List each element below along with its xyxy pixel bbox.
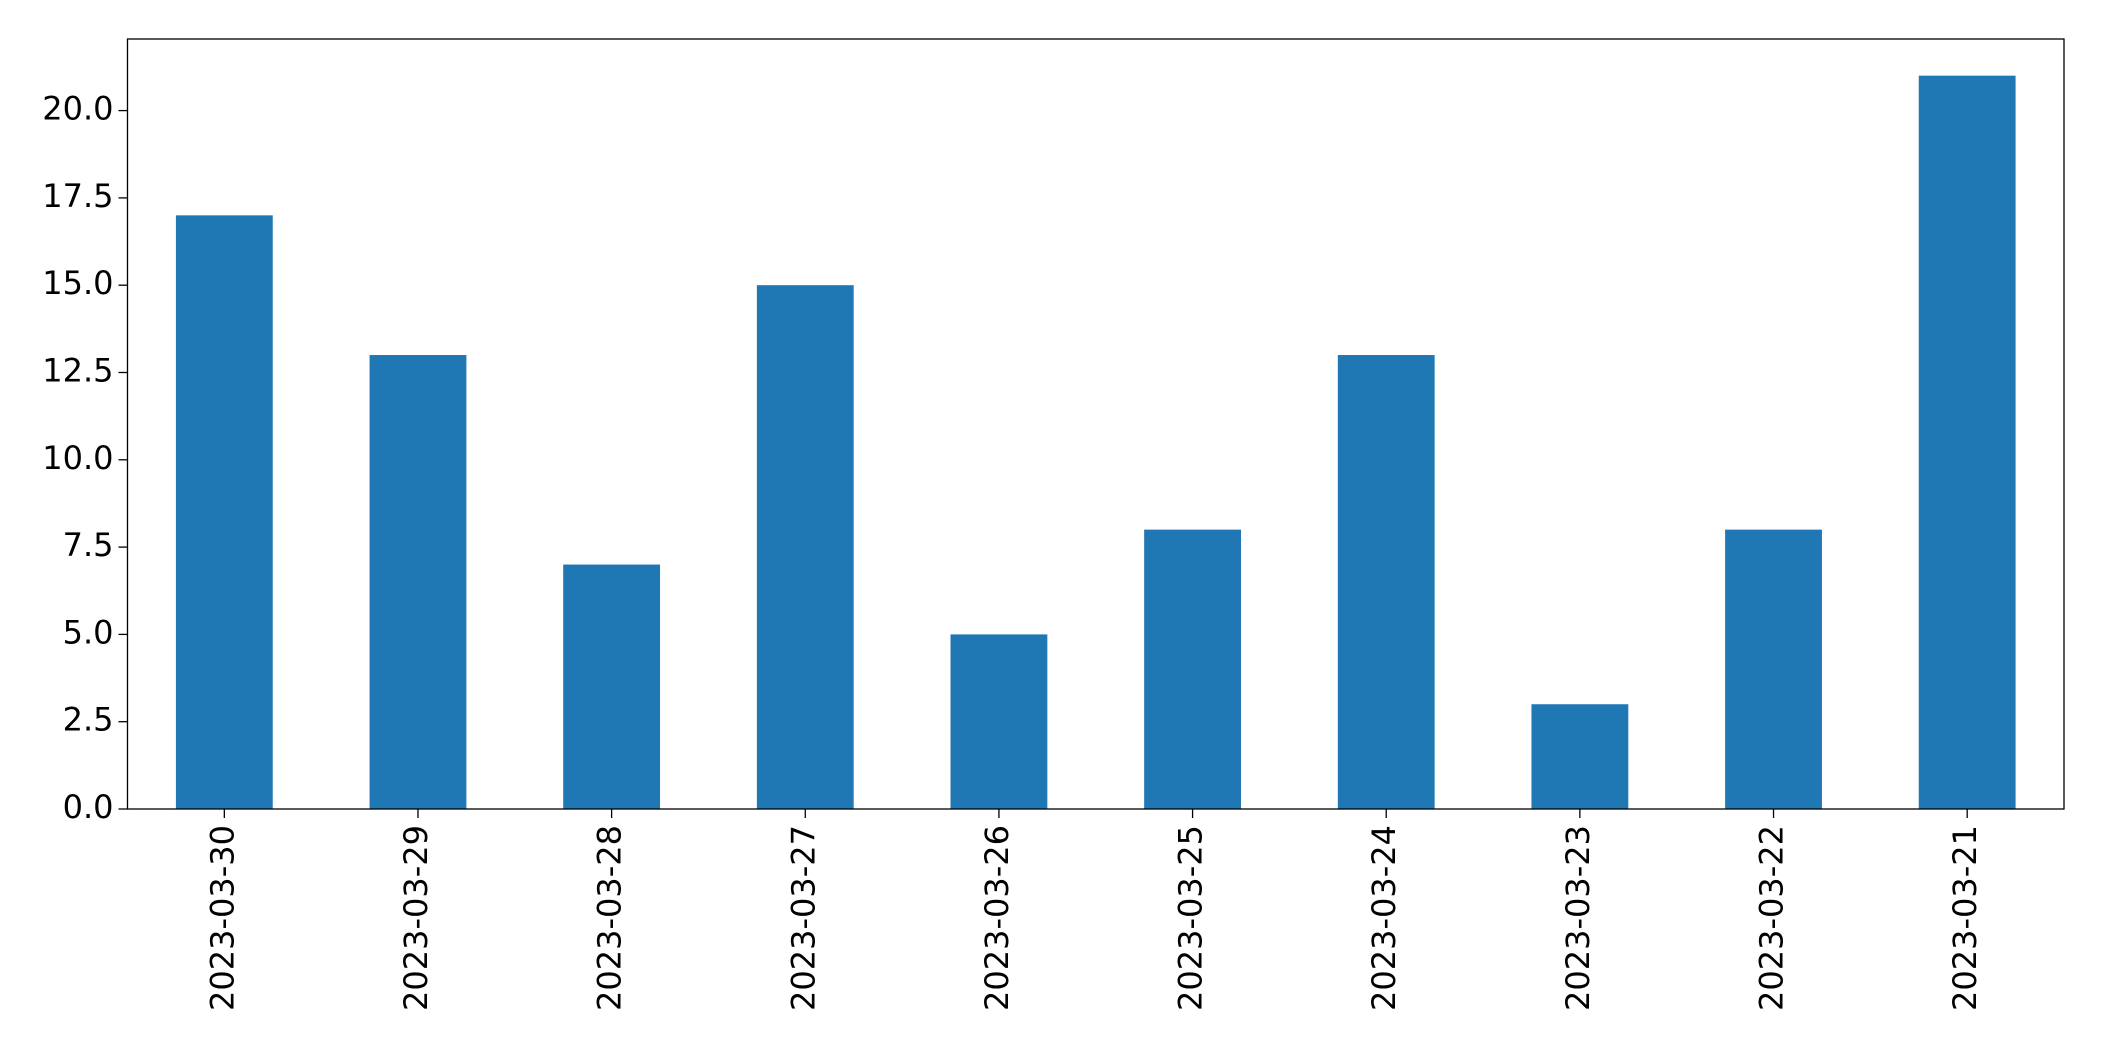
- x-tick-label: 2023-03-26: [978, 825, 1016, 1011]
- bar: [369, 355, 467, 809]
- bar: [175, 215, 273, 809]
- bar: [756, 285, 854, 809]
- x-tick-label: 2023-03-25: [1172, 825, 1210, 1011]
- x-tick-label: 2023-03-30: [203, 825, 241, 1011]
- y-tick-label: 20.0: [42, 90, 113, 128]
- x-tick-label: 2023-03-24: [1365, 825, 1403, 1011]
- y-tick-label: 15.0: [42, 264, 113, 302]
- y-tick-label: 17.5: [42, 177, 113, 215]
- x-tick-label: 2023-03-29: [397, 825, 435, 1011]
- y-tick-label: 5.0: [63, 613, 114, 651]
- bar: [950, 634, 1048, 809]
- y-tick-label: 0.0: [63, 788, 114, 826]
- bar: [1144, 529, 1241, 809]
- bar: [1337, 355, 1435, 809]
- x-tick-label: 2023-03-28: [591, 825, 629, 1011]
- bar: [1918, 75, 2016, 809]
- x-tick-label: 2023-03-21: [1946, 825, 1984, 1011]
- plot-frame: [126, 38, 2065, 810]
- x-tick-label: 2023-03-22: [1753, 825, 1791, 1011]
- x-tick-label: 2023-03-27: [784, 825, 822, 1011]
- y-tick-label: 12.5: [42, 351, 113, 389]
- bar: [1531, 704, 1629, 809]
- y-tick-label: 2.5: [63, 701, 114, 739]
- bar: [1725, 529, 1822, 809]
- y-tick-label: 7.5: [63, 526, 114, 564]
- bar: [563, 564, 661, 809]
- y-tick-label: 10.0: [42, 439, 113, 477]
- x-tick-label: 2023-03-23: [1559, 825, 1597, 1011]
